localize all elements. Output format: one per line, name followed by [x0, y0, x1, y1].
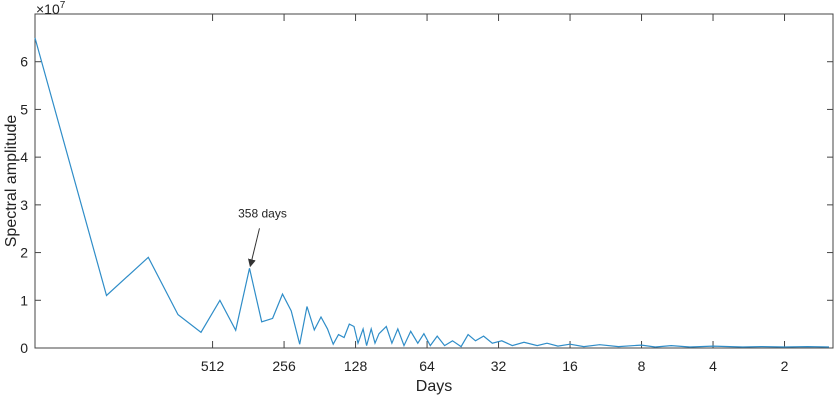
x-tick-label: 512 [201, 358, 225, 374]
y-tick-label: 0 [20, 340, 28, 356]
y-multiplier-base: ×10 [36, 1, 60, 17]
x-axis-label: Days [416, 378, 452, 395]
x-tick-label: 2 [781, 358, 789, 374]
annotation-arrow [248, 228, 260, 268]
x-tick-label: 64 [419, 358, 435, 374]
y-multiplier: ×107 [36, 0, 66, 17]
data-line [34, 37, 830, 348]
annotation-text: 358 days [238, 206, 287, 220]
x-tick-label: 32 [491, 358, 507, 374]
x-tick-label: 256 [272, 358, 296, 374]
y-tick-label: 1 [20, 292, 28, 308]
y-tick-label: 5 [20, 101, 28, 117]
y-tick-label: 2 [20, 245, 28, 261]
axes-box [34, 13, 834, 349]
x-tick-label: 8 [638, 358, 646, 374]
x-tick-label: 4 [709, 358, 717, 374]
y-tick-label: 6 [20, 54, 28, 70]
y-tick-label: 4 [20, 149, 28, 165]
x-tick-label: 16 [562, 358, 578, 374]
y-multiplier-exponent: 7 [60, 0, 66, 11]
x-tick-label: 128 [344, 358, 368, 374]
y-tick-label: 3 [20, 197, 28, 213]
y-axis-label: Spectral amplitude [3, 115, 20, 248]
